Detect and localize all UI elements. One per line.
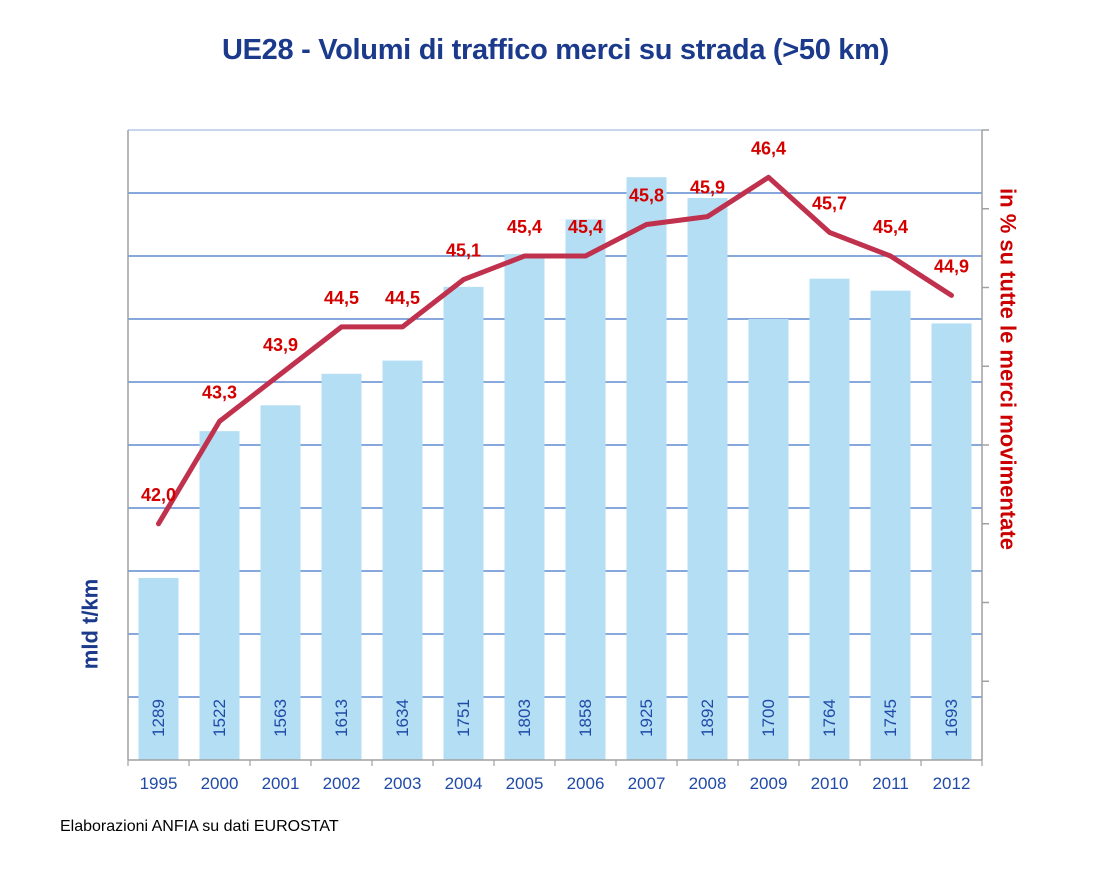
bar <box>565 219 606 760</box>
bar <box>626 177 667 760</box>
x-tick-label: 2011 <box>872 774 909 793</box>
line-value-label: 46,4 <box>751 138 786 158</box>
line-value-label: 43,9 <box>263 335 298 355</box>
bar-value-label: 1522 <box>210 699 229 737</box>
y-axis-label: mld t/km <box>78 579 103 669</box>
x-tick-label: 2003 <box>384 774 422 793</box>
line-value-label: 42,0 <box>141 485 176 505</box>
line-value-label: 45,9 <box>690 178 725 198</box>
x-tick-label: 2010 <box>811 774 849 793</box>
bar <box>382 360 423 760</box>
x-tick-label: 2007 <box>628 774 666 793</box>
bar-value-label: 1925 <box>637 699 656 737</box>
bar-value-label: 1858 <box>576 699 595 737</box>
bar <box>443 286 484 760</box>
chart-title: UE28 - Volumi di traffico merci su strad… <box>222 34 889 66</box>
bar <box>931 323 972 760</box>
x-tick-label: 2009 <box>750 774 788 793</box>
y2-axis-label: in % su tutte le merci movimentate <box>996 188 1021 550</box>
line-series <box>156 174 954 527</box>
line-value-label: 45,4 <box>507 217 542 237</box>
x-tick-label: 2012 <box>933 774 971 793</box>
x-tick-label: 2005 <box>506 774 544 793</box>
bar-value-label: 1289 <box>149 699 168 737</box>
bar <box>748 319 789 760</box>
x-tick-label: 2006 <box>567 774 605 793</box>
x-tick-label: 2002 <box>323 774 361 793</box>
bar <box>260 405 301 760</box>
bar-value-label: 1745 <box>881 699 900 737</box>
x-tick-label: 2000 <box>201 774 239 793</box>
line-value-label: 44,5 <box>324 288 359 308</box>
bar <box>504 254 545 761</box>
bar-value-label: 1751 <box>454 699 473 737</box>
bar-value-label: 1634 <box>393 699 412 737</box>
line-value-label: 45,8 <box>629 186 664 206</box>
bar <box>870 290 911 760</box>
bar <box>687 198 728 761</box>
bar-value-label: 1803 <box>515 699 534 737</box>
bar <box>138 577 179 760</box>
line-value-label: 44,5 <box>385 288 420 308</box>
bar-value-label: 1764 <box>820 699 839 737</box>
bar-value-label: 1613 <box>332 699 351 737</box>
bar <box>809 278 850 760</box>
source-note: Elaborazioni ANFIA su dati EUROSTAT <box>60 818 339 835</box>
x-tick-label: 1995 <box>140 774 178 793</box>
bar-value-label: 1892 <box>698 699 717 737</box>
bar-value-label: 1693 <box>942 699 961 737</box>
x-tick-label: 2001 <box>262 774 300 793</box>
bar-value-label: 1563 <box>271 699 290 737</box>
line-value-label: 44,9 <box>934 256 969 276</box>
line-value-label: 45,4 <box>568 217 603 237</box>
line-value-label: 45,7 <box>812 193 847 213</box>
bar <box>321 373 362 760</box>
line-value-label: 45,4 <box>873 217 908 237</box>
line-value-label: 45,1 <box>446 241 481 261</box>
x-tick-label: 2004 <box>445 774 483 793</box>
x-tick-label: 2008 <box>689 774 727 793</box>
bar <box>199 431 240 760</box>
line-value-label: 43,3 <box>202 382 237 402</box>
bar-value-label: 1700 <box>759 699 778 737</box>
